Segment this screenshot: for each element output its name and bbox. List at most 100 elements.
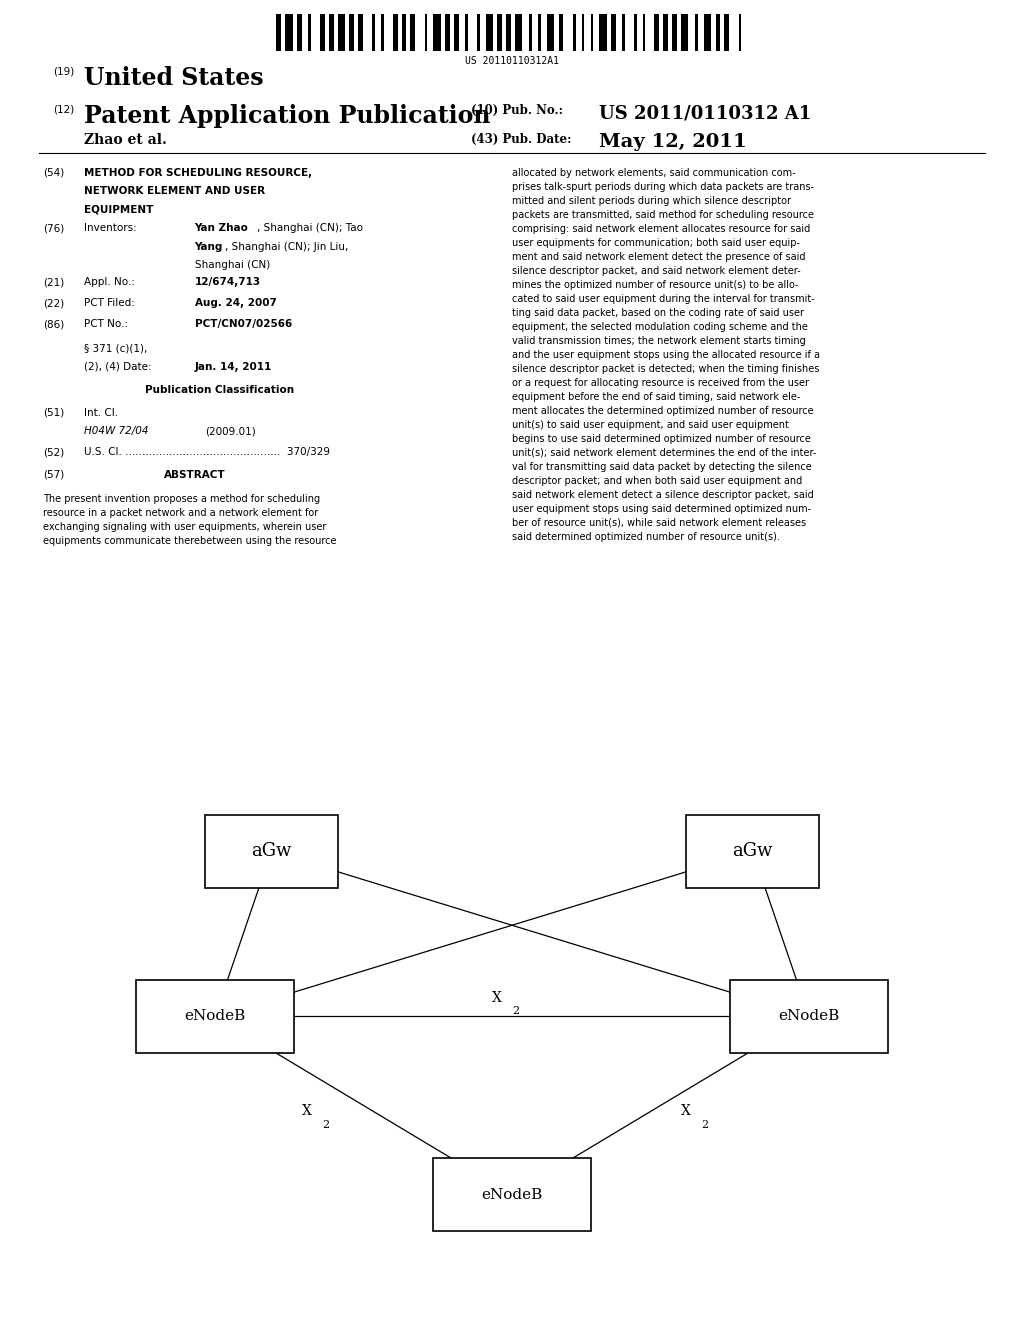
Bar: [485, 13, 494, 50]
Bar: [358, 13, 362, 50]
Bar: [205, 814, 338, 888]
Text: (12): (12): [53, 104, 75, 115]
Bar: [547, 13, 554, 50]
Bar: [729, 979, 889, 1053]
Text: (86): (86): [43, 319, 65, 330]
Text: X: X: [492, 991, 502, 1005]
Text: Shanghai (CN): Shanghai (CN): [195, 260, 269, 271]
Text: , Shanghai (CN); Jin Liu,: , Shanghai (CN); Jin Liu,: [225, 242, 348, 252]
Bar: [623, 13, 625, 50]
Text: (54): (54): [43, 168, 65, 178]
Text: eNodeB: eNodeB: [778, 1010, 840, 1023]
Text: ABSTRACT: ABSTRACT: [164, 470, 225, 480]
Bar: [338, 13, 345, 50]
Bar: [466, 13, 468, 50]
Text: 2: 2: [701, 1119, 709, 1130]
Text: (43) Pub. Date:: (43) Pub. Date:: [471, 133, 571, 147]
Text: allocated by network elements, said communication com-
prises talk-spurt periods: allocated by network elements, said comm…: [512, 168, 820, 541]
Text: Patent Application Publication: Patent Application Publication: [84, 104, 490, 128]
Bar: [634, 13, 637, 50]
Text: Yan Zhao: Yan Zhao: [195, 223, 249, 234]
Bar: [582, 13, 585, 50]
Bar: [286, 13, 293, 50]
Text: (2009.01): (2009.01): [205, 426, 256, 437]
Text: Inventors:: Inventors:: [84, 223, 137, 234]
Bar: [308, 13, 311, 50]
Text: PCT Filed:: PCT Filed:: [84, 298, 135, 309]
Text: eNodeB: eNodeB: [481, 1188, 543, 1201]
Text: 2: 2: [512, 1006, 519, 1016]
Bar: [558, 13, 563, 50]
Text: § 371 (c)(1),: § 371 (c)(1),: [84, 343, 147, 354]
Text: Aug. 24, 2007: Aug. 24, 2007: [195, 298, 276, 309]
Text: aGw: aGw: [251, 842, 292, 861]
Bar: [672, 13, 677, 50]
Text: Jan. 14, 2011: Jan. 14, 2011: [195, 362, 271, 372]
Bar: [664, 13, 668, 50]
Text: (52): (52): [43, 447, 65, 458]
Bar: [515, 13, 522, 50]
Text: 12/674,713: 12/674,713: [195, 277, 261, 288]
Text: X: X: [302, 1105, 312, 1118]
Bar: [276, 13, 282, 50]
Bar: [393, 13, 397, 50]
Bar: [539, 13, 541, 50]
Text: U.S. Cl. ..............................................  370/329: U.S. Cl. ...............................…: [84, 447, 330, 458]
Text: United States: United States: [84, 66, 263, 90]
Bar: [591, 13, 593, 50]
Text: (57): (57): [43, 470, 65, 480]
Text: Publication Classification: Publication Classification: [145, 385, 295, 396]
Bar: [681, 13, 688, 50]
Bar: [349, 13, 354, 50]
Text: (19): (19): [53, 66, 75, 77]
Text: (21): (21): [43, 277, 65, 288]
Text: Yang: Yang: [195, 242, 223, 252]
Text: US 20110110312A1: US 20110110312A1: [465, 55, 559, 66]
Text: The present invention proposes a method for scheduling
resource in a packet netw: The present invention proposes a method …: [43, 494, 337, 545]
Bar: [411, 13, 415, 50]
Text: aGw: aGw: [732, 842, 773, 861]
Text: Appl. No.:: Appl. No.:: [84, 277, 135, 288]
Bar: [445, 13, 451, 50]
Text: (22): (22): [43, 298, 65, 309]
Bar: [738, 13, 741, 50]
Bar: [425, 13, 427, 50]
Text: eNodeB: eNodeB: [184, 1010, 246, 1023]
Bar: [573, 13, 575, 50]
Text: May 12, 2011: May 12, 2011: [599, 133, 746, 152]
Text: (2), (4) Date:: (2), (4) Date:: [84, 362, 152, 372]
Text: X: X: [681, 1105, 691, 1118]
Text: NETWORK ELEMENT AND USER: NETWORK ELEMENT AND USER: [84, 186, 265, 197]
Bar: [321, 13, 325, 50]
Bar: [432, 1159, 592, 1230]
Bar: [695, 13, 697, 50]
Text: (76): (76): [43, 223, 65, 234]
Bar: [498, 13, 503, 50]
Text: PCT/CN07/02566: PCT/CN07/02566: [195, 319, 292, 330]
Bar: [654, 13, 659, 50]
Text: EQUIPMENT: EQUIPMENT: [84, 205, 154, 215]
Bar: [381, 13, 384, 50]
Bar: [506, 13, 511, 50]
Bar: [454, 13, 459, 50]
Text: Zhao et al.: Zhao et al.: [84, 133, 167, 148]
Bar: [599, 13, 606, 50]
Bar: [433, 13, 441, 50]
Bar: [401, 13, 407, 50]
Bar: [373, 13, 375, 50]
Bar: [297, 13, 302, 50]
Bar: [703, 13, 712, 50]
Bar: [686, 814, 819, 888]
Bar: [329, 13, 334, 50]
Text: 2: 2: [323, 1119, 330, 1130]
Text: METHOD FOR SCHEDULING RESOURCE,: METHOD FOR SCHEDULING RESOURCE,: [84, 168, 312, 178]
Text: (10) Pub. No.:: (10) Pub. No.:: [471, 104, 563, 117]
Bar: [529, 13, 531, 50]
Bar: [477, 13, 479, 50]
Text: , Shanghai (CN); Tao: , Shanghai (CN); Tao: [257, 223, 364, 234]
Bar: [135, 979, 295, 1053]
Text: US 2011/0110312 A1: US 2011/0110312 A1: [599, 104, 811, 123]
Text: H04W 72/04: H04W 72/04: [84, 426, 148, 437]
Text: (51): (51): [43, 408, 65, 418]
Bar: [643, 13, 645, 50]
